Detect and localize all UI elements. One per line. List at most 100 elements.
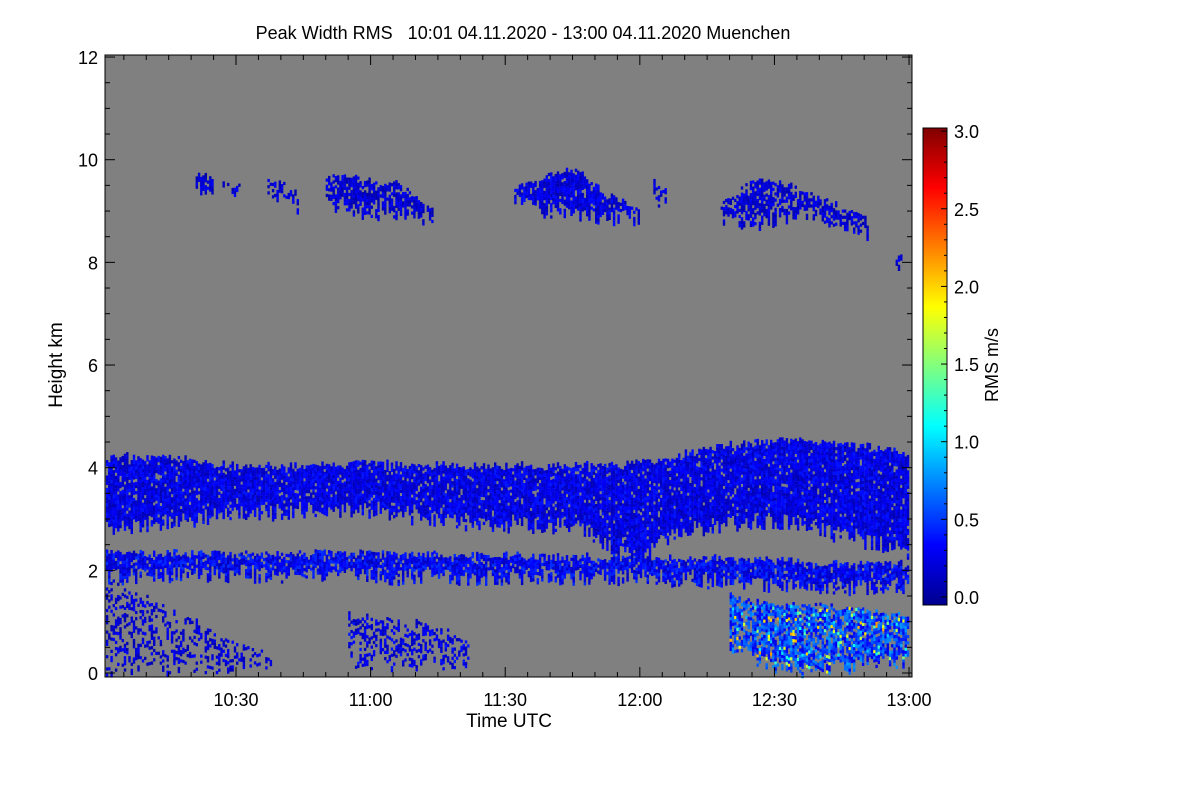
heatmap-cell xyxy=(635,465,638,469)
heatmap-cell xyxy=(624,472,627,476)
heatmap-cell xyxy=(366,480,369,484)
heatmap-cell xyxy=(361,478,364,482)
heatmap-cell xyxy=(274,506,277,510)
heatmap-cell xyxy=(646,459,649,463)
heatmap-cell xyxy=(460,504,463,508)
heatmap-cell xyxy=(144,507,147,511)
heatmap-cell xyxy=(471,490,474,494)
heatmap-cell xyxy=(482,481,486,485)
heatmap-cell xyxy=(597,494,600,498)
heatmap-cell xyxy=(128,470,131,474)
heatmap-cell xyxy=(377,473,380,478)
heatmap-cell xyxy=(310,495,313,499)
heatmap-cell xyxy=(628,466,631,470)
heatmap-cell xyxy=(381,461,385,465)
heatmap-cell xyxy=(657,504,661,509)
heatmap-cell xyxy=(188,508,192,512)
heatmap-cell xyxy=(433,486,436,490)
heatmap-cell xyxy=(487,473,490,477)
heatmap-cell xyxy=(265,492,268,496)
heatmap-cell xyxy=(184,473,187,477)
heatmap-cell xyxy=(408,509,412,513)
heatmap-cell xyxy=(496,484,499,488)
heatmap-cell xyxy=(285,512,288,516)
heatmap-cell xyxy=(662,498,665,502)
heatmap-cell xyxy=(379,486,382,490)
heatmap-cell xyxy=(464,519,468,523)
heatmap-cell xyxy=(476,503,479,507)
heatmap-cell xyxy=(332,487,335,491)
heatmap-cell xyxy=(316,508,320,512)
heatmap-cell xyxy=(265,486,268,490)
heatmap-cell xyxy=(132,488,136,492)
heatmap-cell xyxy=(148,475,151,479)
heatmap-cell xyxy=(411,485,414,489)
heatmap-cell xyxy=(538,501,542,505)
heatmap-cell xyxy=(420,465,423,469)
heatmap-cell xyxy=(644,537,647,541)
heatmap-cell xyxy=(500,499,504,503)
heatmap-cell xyxy=(404,493,407,497)
heatmap-cell xyxy=(648,499,652,503)
heatmap-cell xyxy=(489,508,492,512)
heatmap-cell xyxy=(713,521,717,525)
heatmap-cell xyxy=(471,469,474,473)
heatmap-cell xyxy=(307,465,311,469)
heatmap-cell xyxy=(114,515,118,519)
heatmap-cell xyxy=(312,463,315,468)
heatmap-cell xyxy=(213,468,216,472)
heatmap-cell xyxy=(184,510,187,514)
heatmap-cell xyxy=(245,507,248,511)
heatmap-cell xyxy=(303,472,306,476)
heatmap-cell xyxy=(660,467,663,471)
heatmap-cell xyxy=(599,531,602,535)
heatmap-cell xyxy=(110,513,113,518)
heatmap-cell xyxy=(599,466,602,470)
heatmap-cell xyxy=(108,471,111,475)
heatmap-cell xyxy=(662,508,665,512)
heatmap-cell xyxy=(278,490,281,494)
heatmap-cell xyxy=(637,470,640,474)
heatmap-cell xyxy=(525,502,528,507)
heatmap-cell xyxy=(105,497,109,501)
heatmap-cell xyxy=(162,497,165,501)
heatmap-cell xyxy=(323,493,326,497)
heatmap-cell xyxy=(191,490,194,494)
heatmap-cell xyxy=(422,495,425,499)
heatmap-cell xyxy=(442,467,445,471)
heatmap-cell xyxy=(193,496,196,500)
heatmap-cell xyxy=(164,511,167,515)
heatmap-cell xyxy=(202,514,205,518)
heatmap-cell xyxy=(494,514,497,518)
heatmap-cell xyxy=(292,505,295,509)
heatmap-cell xyxy=(453,508,456,512)
heatmap-cell xyxy=(137,499,140,503)
heatmap-cell xyxy=(489,514,492,518)
heatmap-cell xyxy=(512,508,515,512)
heatmap-cell xyxy=(361,509,364,513)
heatmap-cell xyxy=(312,479,315,483)
heatmap-cell xyxy=(635,555,638,559)
heatmap-cell xyxy=(211,498,214,502)
heatmap-cell xyxy=(166,510,169,514)
heatmap-cell xyxy=(361,506,364,510)
heatmap-cell xyxy=(599,503,602,507)
heatmap-cell xyxy=(709,511,712,515)
heatmap-cell xyxy=(673,484,676,488)
heatmap-cell xyxy=(321,498,324,502)
heatmap-cell xyxy=(361,484,364,488)
heatmap-cell xyxy=(686,511,690,515)
heatmap-cell xyxy=(460,485,463,489)
heatmap-cell xyxy=(150,520,154,524)
heatmap-cell xyxy=(599,540,602,544)
heatmap-cell xyxy=(148,481,151,486)
heatmap-cell xyxy=(610,535,614,539)
heatmap-cell xyxy=(476,500,479,504)
heatmap-cell xyxy=(615,532,618,536)
heatmap-cell xyxy=(144,476,147,480)
heatmap-cell xyxy=(713,491,717,495)
heatmap-cell xyxy=(552,512,555,516)
heatmap-cell xyxy=(489,502,492,506)
heatmap-cell xyxy=(363,469,367,473)
heatmap-cell xyxy=(451,505,454,509)
